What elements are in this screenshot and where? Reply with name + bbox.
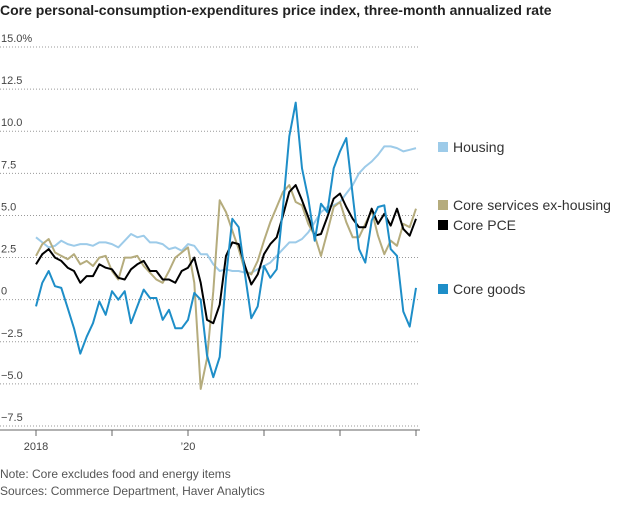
legend-swatch bbox=[438, 200, 448, 210]
series-line bbox=[35, 184, 417, 390]
note: Note: Core excludes food and energy item… bbox=[0, 467, 231, 481]
x-tick-label: ’20 bbox=[181, 441, 196, 453]
chart-title: Core personal-consumption-expenditures p… bbox=[0, 2, 552, 18]
legend-label: Housing bbox=[453, 139, 504, 155]
legend-label: Core goods bbox=[453, 281, 525, 297]
y-tick-label: 12.5 bbox=[1, 75, 22, 87]
y-tick-label: 7.5 bbox=[1, 159, 16, 171]
y-tick-label: −2.5 bbox=[1, 328, 23, 340]
legend-swatch bbox=[438, 284, 448, 294]
y-tick-label: 2.5 bbox=[1, 244, 16, 256]
y-tick-label: 5.0 bbox=[1, 201, 16, 213]
y-tick-label: 0 bbox=[1, 286, 7, 298]
series-line bbox=[35, 184, 417, 325]
y-tick-label: 15.0% bbox=[1, 33, 32, 45]
series-line bbox=[35, 101, 417, 379]
legend-swatch bbox=[438, 142, 448, 152]
legend-label: Core services ex-housing bbox=[453, 197, 611, 213]
y-tick-label: 10.0 bbox=[1, 117, 22, 129]
legend-swatch bbox=[438, 220, 448, 230]
source: Sources: Commerce Department, Haver Anal… bbox=[0, 484, 265, 498]
y-tick-label: −7.5 bbox=[1, 412, 23, 424]
y-tick-label: −5.0 bbox=[1, 370, 23, 382]
legend-label: Core PCE bbox=[453, 217, 516, 233]
x-tick-label: 2018 bbox=[24, 441, 48, 453]
